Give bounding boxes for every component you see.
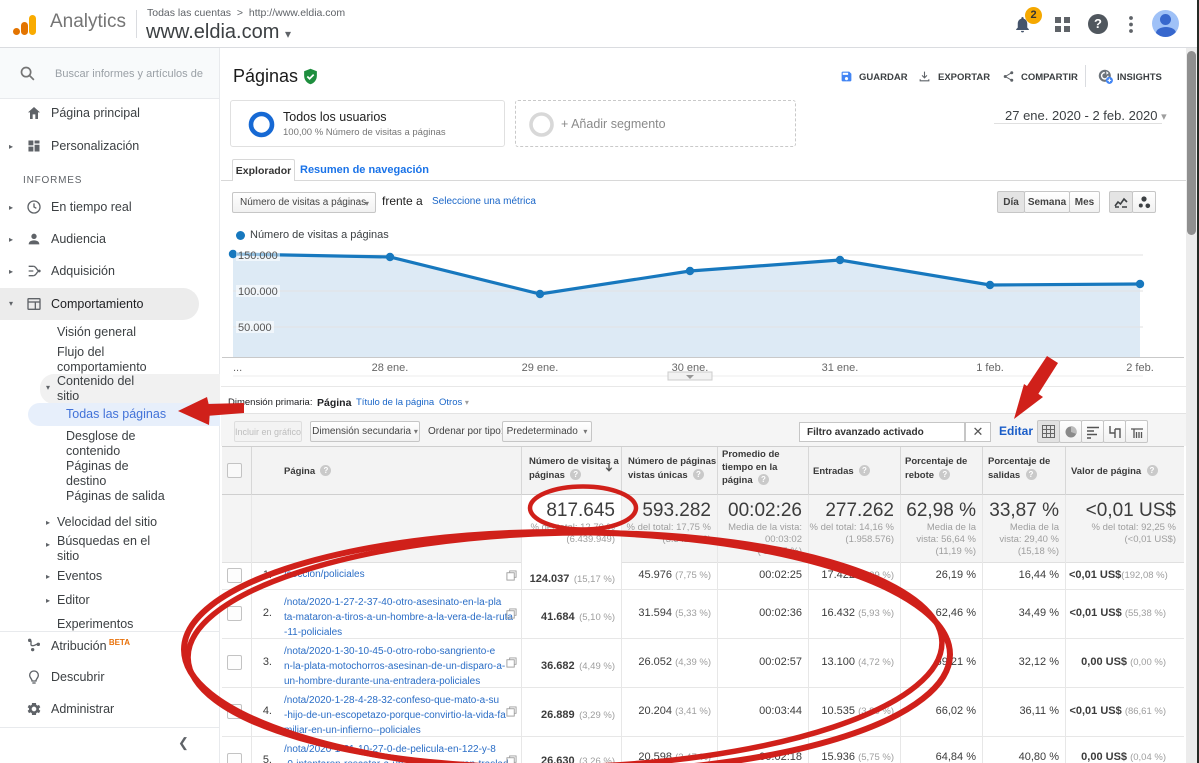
svg-text:...: ... <box>233 362 242 374</box>
svg-text:30 ene.: 30 ene. <box>672 362 709 374</box>
svg-text:150.000: 150.000 <box>238 250 278 262</box>
svg-text:28 ene.: 28 ene. <box>372 362 409 374</box>
svg-text:31 ene.: 31 ene. <box>822 362 859 374</box>
svg-text:2 feb.: 2 feb. <box>1126 362 1154 374</box>
svg-text:1 feb.: 1 feb. <box>976 362 1004 374</box>
svg-text:50.000: 50.000 <box>238 322 272 334</box>
svg-text:100.000: 100.000 <box>238 286 278 298</box>
svg-text:29 ene.: 29 ene. <box>522 362 559 374</box>
